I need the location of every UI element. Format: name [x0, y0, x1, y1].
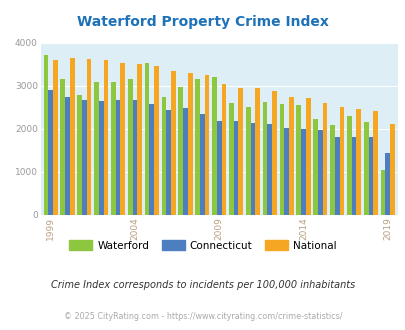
Bar — [250, 123, 255, 214]
Bar — [255, 88, 259, 214]
Bar — [212, 77, 216, 214]
Bar — [228, 103, 233, 214]
Bar — [245, 107, 250, 214]
Bar — [372, 111, 377, 214]
Bar — [149, 104, 154, 214]
Bar — [65, 96, 70, 214]
Bar — [233, 121, 238, 214]
Bar — [70, 58, 75, 214]
Bar — [99, 101, 103, 214]
Bar — [154, 66, 158, 214]
Bar — [60, 80, 65, 214]
Bar — [216, 121, 221, 214]
Bar — [313, 119, 317, 214]
Bar — [200, 114, 204, 214]
Bar — [296, 105, 301, 214]
Bar — [267, 123, 271, 214]
Bar — [346, 116, 351, 214]
Bar — [43, 55, 48, 214]
Bar — [288, 97, 293, 214]
Bar — [204, 75, 209, 214]
Bar — [356, 109, 360, 214]
Bar — [94, 82, 99, 214]
Bar — [271, 91, 276, 214]
Bar — [145, 63, 149, 214]
Bar — [128, 79, 132, 214]
Bar — [171, 71, 175, 215]
Bar — [301, 129, 305, 214]
Bar — [195, 79, 200, 214]
Bar — [188, 73, 192, 215]
Bar — [238, 87, 243, 214]
Bar — [137, 64, 142, 214]
Bar — [111, 82, 115, 214]
Bar — [389, 124, 394, 214]
Text: Waterford Property Crime Index: Waterford Property Crime Index — [77, 15, 328, 29]
Bar — [380, 170, 384, 215]
Bar — [322, 103, 326, 214]
Bar — [132, 100, 137, 214]
Bar — [384, 153, 389, 214]
Legend: Waterford, Connecticut, National: Waterford, Connecticut, National — [65, 236, 340, 255]
Bar — [284, 128, 288, 214]
Bar — [48, 90, 53, 214]
Bar — [82, 100, 87, 214]
Bar — [87, 59, 91, 214]
Bar — [103, 60, 108, 214]
Bar — [351, 137, 356, 214]
Bar — [115, 100, 120, 214]
Bar — [363, 122, 368, 214]
Bar — [262, 102, 267, 214]
Text: Crime Index corresponds to incidents per 100,000 inhabitants: Crime Index corresponds to incidents per… — [51, 280, 354, 290]
Bar — [279, 104, 283, 214]
Bar — [329, 125, 334, 214]
Bar — [339, 107, 343, 214]
Bar — [178, 87, 183, 214]
Bar — [334, 137, 339, 214]
Bar — [183, 108, 188, 214]
Bar — [221, 83, 226, 214]
Bar — [166, 110, 171, 214]
Bar — [53, 60, 58, 214]
Bar — [368, 137, 372, 214]
Bar — [161, 97, 166, 214]
Text: © 2025 CityRating.com - https://www.cityrating.com/crime-statistics/: © 2025 CityRating.com - https://www.city… — [64, 312, 341, 321]
Bar — [120, 63, 125, 214]
Bar — [77, 95, 82, 214]
Bar — [317, 130, 322, 214]
Bar — [305, 98, 310, 214]
